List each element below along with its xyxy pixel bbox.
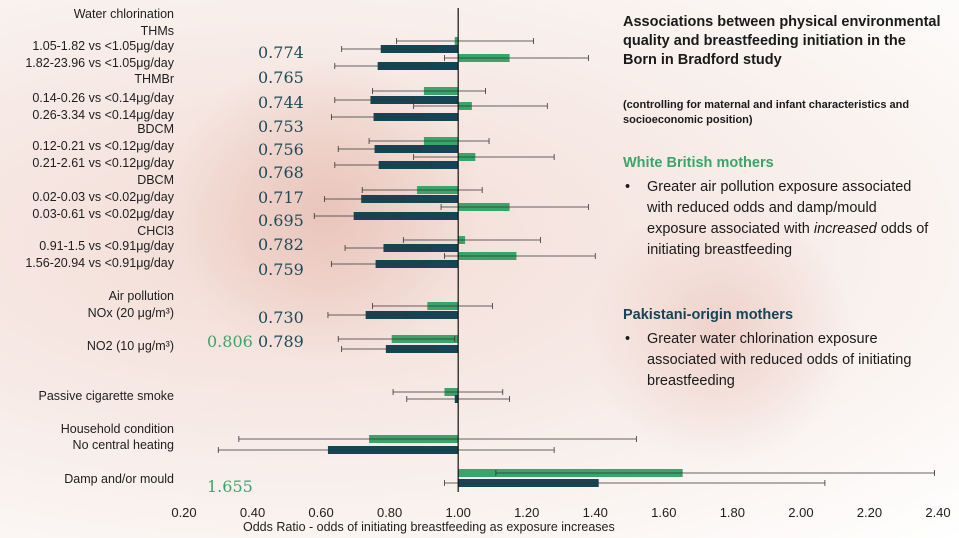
odds-ratio-value: 0.774	[258, 43, 304, 62]
confidence-interval	[238, 436, 637, 442]
odds-ratio-value: 1.655	[207, 477, 253, 496]
confidence-interval	[372, 88, 487, 94]
white-british-heading: White British mothers	[623, 155, 774, 171]
row-label: NO2 (10 μg/m³)	[86, 339, 174, 353]
x-tick-label: 0.40	[239, 505, 266, 520]
odds-ratio-value: 0.756	[258, 140, 304, 159]
bullet-text-emphasis: increased	[813, 221, 877, 237]
bar-dark	[361, 195, 459, 203]
odds-ratio-value: 0.730	[258, 308, 304, 327]
row-label: Passive cigarette smoke	[38, 389, 174, 403]
confidence-interval	[396, 38, 534, 44]
bar-dark	[353, 212, 459, 220]
row-label: Damp and/or mould	[64, 472, 174, 486]
row-label: 0.02-0.03 vs <0.02μg/day	[32, 190, 174, 204]
confidence-interval	[413, 103, 548, 109]
odds-ratio-value: 0.695	[258, 211, 304, 230]
bullet-icon: •	[625, 179, 631, 195]
x-axis-label: Odds Ratio - odds of initiating breastfe…	[243, 520, 615, 534]
confidence-interval	[368, 138, 490, 144]
confidence-interval	[330, 114, 425, 120]
row-label: BDCM	[137, 122, 174, 136]
confidence-interval	[327, 312, 408, 318]
x-tick-label: 2.40	[925, 505, 951, 520]
confidence-interval	[444, 253, 596, 259]
odds-ratio-value: 0.759	[258, 260, 304, 279]
chart-title: Associations between physical environmen…	[623, 14, 941, 68]
x-tick-label: 1.00	[445, 505, 471, 520]
confidence-interval	[217, 447, 555, 453]
confidence-interval	[372, 303, 493, 309]
odds-ratio-value: 0.765	[258, 68, 304, 87]
row-label: No central heating	[72, 438, 174, 452]
row-label: DBCM	[137, 173, 174, 187]
confidence-interval	[341, 346, 435, 352]
odds-ratio-value: 0.744	[258, 93, 304, 112]
x-tick-label: 0.80	[376, 505, 403, 520]
odds-ratio-value: 0.768	[258, 163, 304, 182]
row-label: 0.21-2.61 vs <0.12μg/day	[32, 156, 174, 170]
row-label: NOx (20 μg/m³)	[87, 306, 174, 320]
x-tick-label: 1.40	[582, 505, 608, 520]
row-label: CHCl3	[137, 224, 174, 238]
confidence-interval	[337, 146, 421, 152]
bar-dark	[370, 96, 459, 104]
row-label: 0.12-0.21 vs <0.12μg/day	[32, 139, 174, 153]
bar-dark	[365, 311, 459, 319]
row-label: 1.05-1.82 vs <1.05μg/day	[32, 39, 174, 53]
x-tick-label: 1.80	[719, 505, 746, 520]
row-label: 0.03-0.61 vs <0.02μg/day	[32, 207, 174, 221]
x-tick-label: 0.60	[308, 505, 334, 520]
pakistani-heading: Pakistani-origin mothers	[623, 307, 794, 323]
confidence-interval	[413, 154, 555, 160]
confidence-interval	[440, 204, 589, 210]
confidence-interval	[402, 237, 541, 243]
x-tick-label: 1.60	[651, 505, 677, 520]
row-label: THMBr	[134, 72, 174, 86]
row-label: 1.56-20.94 vs <0.91μg/day	[25, 256, 174, 270]
row-label: Household condition	[60, 422, 174, 436]
chart-subtitle: (controlling for maternal and infant cha…	[623, 99, 910, 126]
confidence-interval	[334, 97, 415, 103]
odds-ratio-value: 0.806	[207, 332, 253, 351]
row-label: 0.14-0.26 vs <0.14μg/day	[32, 91, 174, 105]
row-label: 1.82-23.96 vs <1.05μg/day	[25, 56, 174, 70]
confidence-interval	[337, 336, 456, 342]
confidence-interval	[392, 389, 504, 395]
confidence-interval	[344, 245, 432, 251]
x-tick-label: 2.00	[788, 505, 814, 520]
odds-ratio-value: 0.753	[258, 117, 304, 136]
confidence-interval	[361, 187, 483, 193]
confidence-interval	[313, 213, 401, 219]
odds-ratio-value: 0.789	[258, 332, 304, 351]
bullet-text-part2: odds of initiating breastfeeding	[647, 221, 929, 258]
confidence-interval	[334, 162, 432, 168]
bullet-icon: •	[625, 331, 631, 347]
odds-ratio-value: 0.782	[258, 235, 304, 254]
pakistani-bullet-text: Greater water chlorination exposure asso…	[647, 331, 912, 389]
confidence-interval	[341, 46, 435, 52]
confidence-interval	[334, 63, 432, 69]
white-british-bullet-text: Greater air pollution exposure associate…	[647, 177, 937, 261]
row-label: 0.26-3.34 vs <0.14μg/day	[32, 108, 174, 122]
confidence-interval	[444, 55, 589, 61]
row-label: Water chlorination	[73, 7, 174, 21]
odds-ratio-value: 0.717	[258, 188, 304, 207]
confidence-interval	[495, 470, 935, 476]
row-label: Air pollution	[108, 289, 174, 303]
x-tick-label: 2.20	[856, 505, 883, 520]
x-tick-label: 0.20	[171, 505, 197, 520]
bullet-text-part1: Greater air pollution exposure associate…	[647, 179, 912, 237]
confidence-interval	[324, 196, 404, 202]
row-label: 0.91-1.5 vs <0.91μg/day	[39, 239, 174, 253]
confidence-interval	[330, 261, 425, 267]
confidence-interval	[444, 480, 826, 486]
x-tick-label: 1.20	[514, 505, 540, 520]
row-label: THMs	[140, 24, 174, 38]
